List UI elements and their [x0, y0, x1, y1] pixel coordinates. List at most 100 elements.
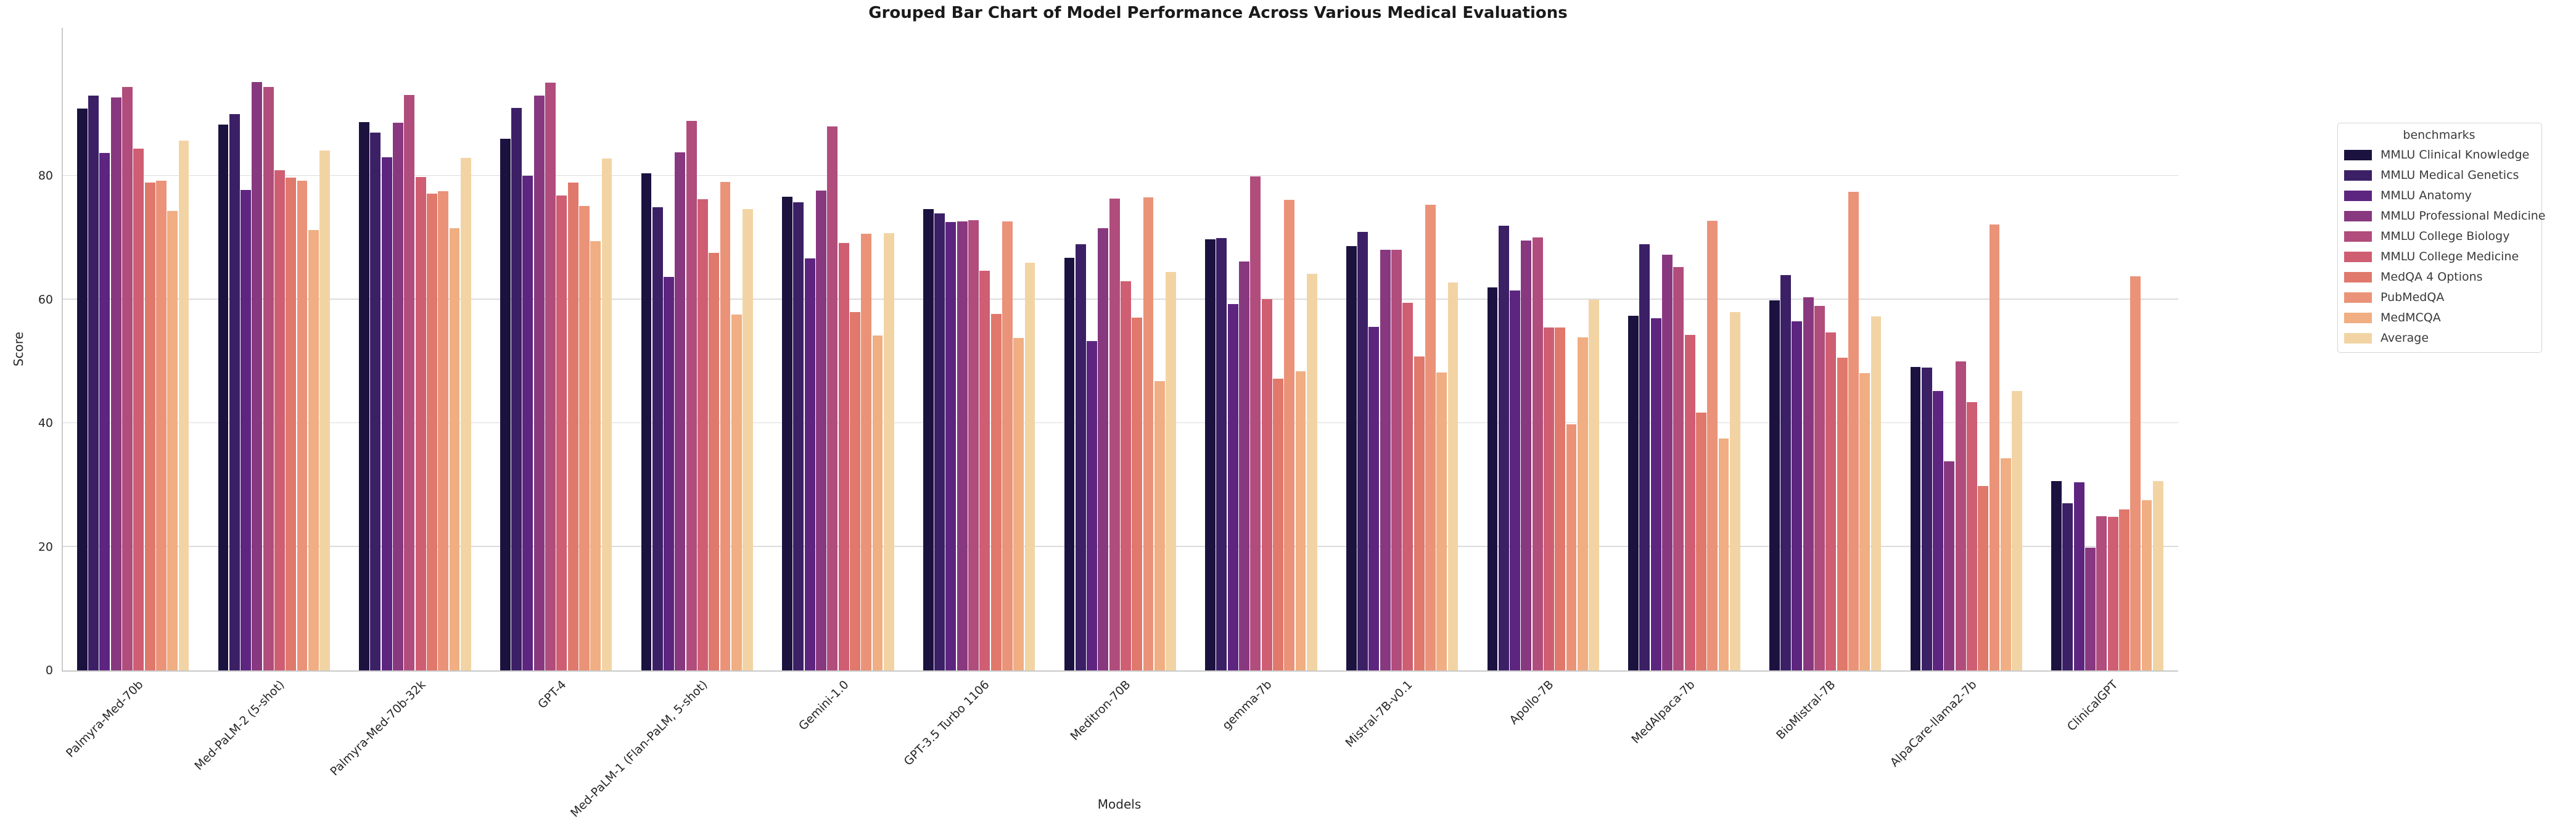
- bar: [816, 190, 826, 670]
- bar: [1013, 337, 1024, 670]
- bar: [1707, 220, 1718, 670]
- x-tick-label: Palmyra-Med-70b-32k: [327, 678, 429, 779]
- bar: [533, 96, 545, 670]
- legend-item: MedQA 4 Options: [2344, 270, 2534, 284]
- x-tick-label: Med-PaLM-1 (Flan-PaLM, 5-shot): [568, 678, 710, 820]
- bar: [1487, 287, 1498, 670]
- bar: [1662, 254, 1673, 670]
- bar: [133, 149, 144, 670]
- bar: [286, 178, 297, 670]
- bar: [545, 83, 556, 670]
- bar: [76, 109, 88, 670]
- bar: [1087, 340, 1097, 670]
- bar: [381, 157, 392, 670]
- bar: [686, 121, 697, 670]
- bar: [1544, 327, 1554, 670]
- bar: [934, 213, 945, 670]
- bar: [1933, 391, 1943, 670]
- bar: [1967, 402, 1977, 670]
- legend-item: MMLU Anatomy: [2344, 189, 2534, 202]
- x-tick-label: MedAlpaca-7b: [1629, 678, 1698, 747]
- bar: [1261, 299, 1272, 670]
- legend-item-label: MMLU Professional Medicine: [2381, 209, 2546, 223]
- bar: [1121, 281, 1131, 670]
- bar: [793, 202, 804, 670]
- bar: [861, 233, 872, 670]
- bar: [500, 139, 511, 670]
- x-tick-label: ClinicalGPT: [2064, 678, 2121, 734]
- bar: [556, 195, 567, 670]
- legend-swatch: [2344, 332, 2372, 344]
- bar: [1910, 367, 1921, 670]
- bar: [1154, 381, 1165, 670]
- bar: [122, 87, 133, 670]
- bar: [1002, 221, 1013, 670]
- legend-swatch: [2344, 149, 2372, 160]
- bar: [1589, 299, 1600, 670]
- legend-item-label: MMLU College Biology: [2381, 229, 2510, 243]
- plot-area: [62, 28, 2178, 672]
- bar: [1673, 266, 1684, 670]
- bar: [1380, 249, 1391, 670]
- legend-swatch: [2344, 190, 2372, 201]
- bar: [1944, 461, 1955, 670]
- bar: [990, 313, 1002, 670]
- bar: [1498, 225, 1509, 670]
- bar: [590, 241, 601, 670]
- bar: [1425, 204, 1436, 670]
- bar: [167, 210, 178, 670]
- bar: [1414, 356, 1425, 670]
- bar: [2096, 516, 2107, 670]
- x-tick-label: GPT-4: [535, 678, 569, 712]
- bar: [1284, 199, 1295, 670]
- x-tick-label: gemma-7b: [1219, 678, 1275, 733]
- y-tick-label: 40: [38, 416, 53, 430]
- bar: [1848, 191, 1859, 670]
- bar: [1718, 439, 1729, 670]
- y-tick-label: 80: [38, 169, 53, 183]
- bar: [460, 158, 471, 670]
- bar: [1650, 318, 1661, 670]
- bar: [1566, 424, 1577, 670]
- chart-title: Grouped Bar Chart of Model Performance A…: [868, 4, 1568, 22]
- legend-item: MMLU College Medicine: [2344, 250, 2534, 263]
- x-tick-label: Mistral-7B-v0.1: [1343, 678, 1415, 751]
- bar: [297, 181, 308, 670]
- bar: [1510, 290, 1520, 670]
- bar: [426, 193, 437, 670]
- bar: [274, 170, 285, 670]
- legend-swatch: [2344, 312, 2372, 323]
- bar: [872, 335, 883, 670]
- bar: [1859, 373, 1870, 670]
- x-tick-label: GPT-3.5 Turbo 1106: [901, 678, 992, 768]
- x-tick-label: AlpaCare-llama2-7b: [1887, 678, 1980, 770]
- bar: [1109, 198, 1120, 670]
- bar: [1639, 244, 1650, 670]
- x-tick-label: BioMistral-7B: [1774, 678, 1838, 743]
- bar: [241, 189, 251, 670]
- legend-item: Average: [2344, 331, 2534, 345]
- bar: [1402, 302, 1414, 670]
- bar: [359, 122, 370, 670]
- bar: [849, 311, 860, 670]
- bar: [578, 205, 590, 670]
- bar: [1521, 240, 1532, 670]
- x-tick-label: Palmyra-Med-70b: [64, 678, 146, 760]
- x-axis-label: Models: [1097, 797, 1142, 812]
- bar: [99, 153, 110, 670]
- bar: [1870, 316, 1882, 670]
- bar: [838, 242, 849, 670]
- bar: [404, 95, 415, 670]
- bar: [1357, 231, 1368, 670]
- bar: [1555, 327, 1566, 670]
- bar: [229, 114, 240, 670]
- bar: [1024, 262, 1035, 670]
- bar: [1216, 237, 1227, 670]
- bar: [393, 123, 403, 670]
- bar: [945, 221, 957, 670]
- bar: [2107, 516, 2118, 670]
- legend-item-label: MMLU Anatomy: [2381, 189, 2472, 202]
- bar: [968, 220, 979, 670]
- bar: [782, 196, 793, 670]
